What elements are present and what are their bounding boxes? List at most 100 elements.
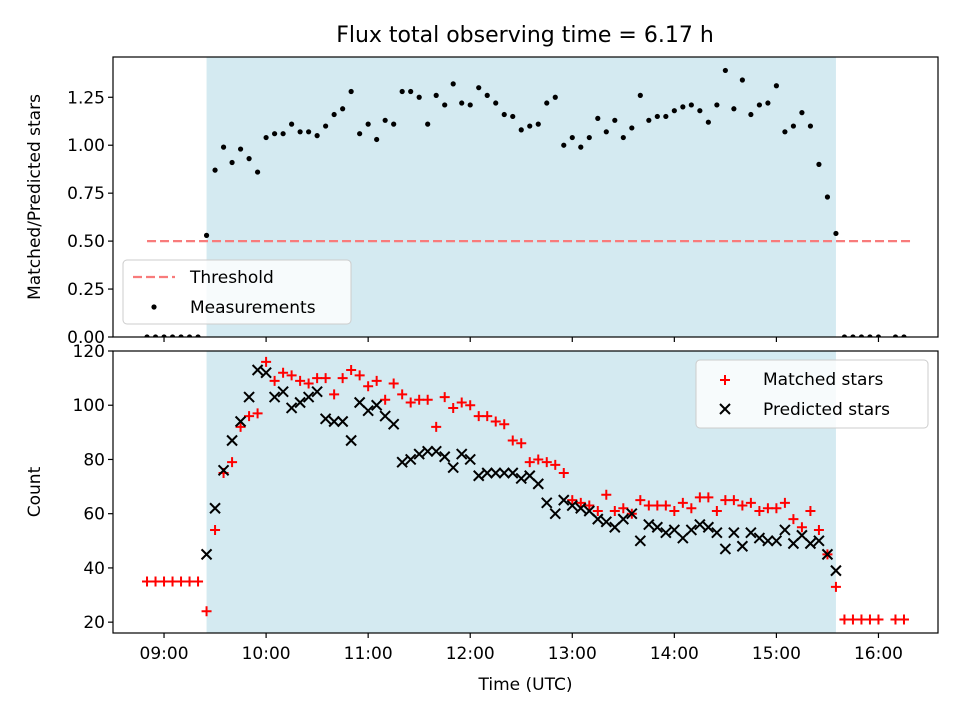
measurement-point (289, 121, 295, 127)
measurement-point (782, 129, 788, 135)
measurement-point (739, 77, 745, 83)
matched-point (320, 373, 331, 384)
matched-point (839, 614, 850, 625)
matched-point (592, 505, 603, 516)
measurement-point (824, 194, 831, 200)
matched-point (295, 375, 306, 386)
matched-point (490, 416, 501, 427)
matched-point (728, 495, 739, 506)
predicted-point (311, 385, 323, 398)
measurement-point (425, 121, 431, 127)
predicted-point (736, 540, 749, 552)
matched-point (584, 500, 595, 511)
measurement-point (399, 88, 405, 95)
x-tick-label: 15:00 (752, 644, 801, 664)
measurement-point (561, 142, 567, 148)
measurement-point (459, 100, 465, 106)
series-predicted-stars (200, 364, 842, 577)
predicted-point (770, 535, 783, 547)
matched-point (890, 614, 901, 625)
predicted-point (813, 535, 825, 547)
legend: Threshold Measurements (122, 259, 352, 325)
measurement-point (850, 334, 856, 337)
predicted-point (336, 415, 349, 428)
measurement-point (323, 123, 329, 129)
predicted-point (268, 391, 281, 403)
predicted-point (566, 499, 578, 512)
measurement-point (340, 106, 346, 112)
measurement-point (535, 121, 541, 127)
predicted-point (200, 548, 213, 561)
measurement-point (450, 81, 456, 87)
measurement-point (595, 115, 601, 121)
measurement-point (807, 123, 814, 129)
legend: Matched stars Predicted stars (695, 359, 929, 429)
matched-point (227, 457, 238, 468)
predicted-point (209, 502, 221, 514)
measurement-point (203, 232, 210, 238)
measurement-point (663, 113, 669, 120)
predicted-point (370, 399, 383, 411)
matched-point (261, 356, 272, 367)
matched-point (201, 606, 212, 617)
measurement-point (348, 88, 354, 95)
measurement-point (518, 127, 524, 133)
matched-point (150, 576, 161, 587)
measurement-point (476, 85, 482, 91)
matched-point (312, 373, 323, 384)
matched-point (541, 457, 552, 468)
matched-point (244, 411, 255, 422)
measurement-point (391, 121, 397, 127)
matched-point (796, 522, 807, 533)
predicted-point (464, 453, 476, 466)
predicted-point (413, 448, 425, 460)
measurement-point (603, 129, 609, 135)
matched-point (286, 370, 297, 381)
measurement-point (442, 102, 448, 108)
measurement-point (722, 67, 728, 74)
measurement-point (756, 102, 762, 108)
matched-point (448, 402, 459, 413)
matched-point (754, 505, 765, 516)
y-tick-label: 1.00 (67, 136, 105, 156)
measurement-point (433, 92, 439, 98)
measurement-point (688, 102, 694, 108)
measurement-point (773, 83, 780, 89)
matched-point (618, 503, 629, 514)
legend-predicted-label: Predicted stars (763, 400, 890, 420)
predicted-point (617, 513, 630, 525)
measurement-point (186, 334, 193, 337)
measurement-point (646, 117, 652, 123)
predicted-point (549, 507, 561, 520)
legend-matched-label: Matched stars (763, 370, 883, 390)
predicted-point (456, 448, 468, 460)
measurement-point (220, 144, 227, 150)
x-tick-label: 09:00 (140, 644, 189, 664)
matched-point (660, 500, 671, 511)
measurement-point (229, 159, 235, 166)
measurement-point (306, 129, 312, 135)
measurement-point (297, 129, 303, 135)
measurement-point (237, 146, 244, 152)
matched-point (601, 489, 612, 500)
matched-point (533, 454, 544, 465)
chart-title: Flux total observing time = 6.17 h (336, 23, 714, 48)
matched-point (210, 524, 221, 535)
predicted-point (328, 415, 340, 428)
predicted-point (438, 451, 451, 463)
predicted-point (404, 453, 417, 466)
y-tick-label: 60 (83, 505, 105, 525)
predicted-point (779, 524, 791, 536)
measurement-point (271, 131, 278, 137)
measurement-point (816, 161, 822, 167)
predicted-point (362, 404, 374, 417)
predicted-point (345, 434, 357, 447)
x-tick-label: 11:00 (344, 644, 393, 664)
ratio-panel: 0.00 0.25 0.50 0.75 1.00 1.25 Matched/Predicte… (25, 56, 939, 348)
matched-point (473, 411, 484, 422)
measurement-point (169, 334, 176, 337)
matched-point (380, 394, 391, 405)
axes-frame (112, 56, 939, 338)
matched-point (507, 435, 518, 446)
